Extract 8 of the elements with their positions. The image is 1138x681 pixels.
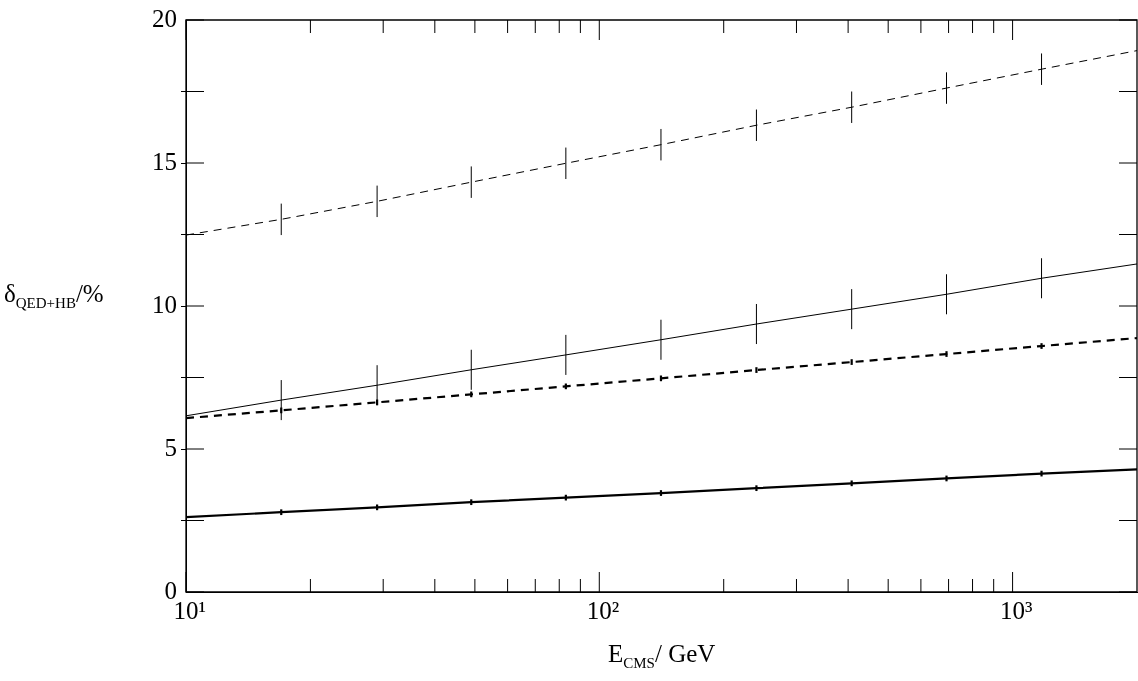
y-tick-label: 5 (164, 433, 177, 461)
x-tick-label: 10³ (1000, 597, 1034, 625)
y-tick-label: 15 (152, 147, 177, 175)
x-tick-label: 10² (586, 597, 620, 625)
y-axis-title: δ$_{QED+HB}$/% (4, 280, 104, 312)
x-axis-title: E$_{CMS}$/ GeV (608, 640, 716, 672)
y-tick-label: 10 (152, 290, 177, 318)
y-tick-label: 20 (152, 4, 177, 32)
